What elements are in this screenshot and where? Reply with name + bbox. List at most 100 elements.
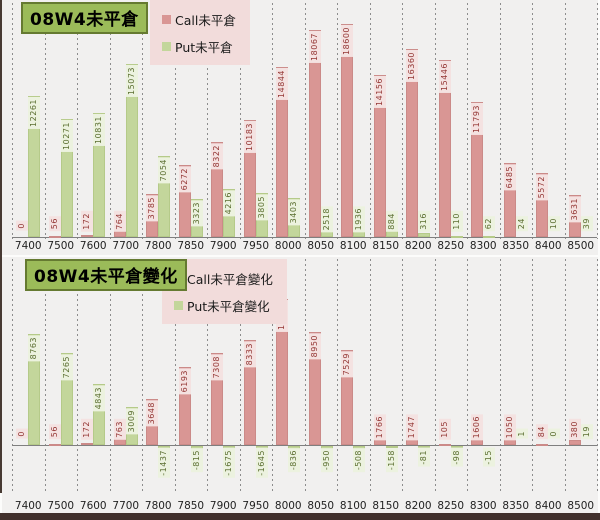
x-tick-label: 8400 xyxy=(534,500,562,512)
call-series-swatch-icon xyxy=(162,15,171,24)
bar-value-label: 2518 xyxy=(321,206,333,233)
x-tick-label: 7600 xyxy=(79,500,107,512)
bar-value-label: -15 xyxy=(483,448,495,467)
gridline xyxy=(532,259,533,493)
legend-item-call-change: Call未平倉變化 xyxy=(174,269,273,288)
gridline xyxy=(272,259,273,493)
call-bar xyxy=(439,444,451,446)
bar-value-label: 380 xyxy=(569,419,581,440)
x-tick-label: 7800 xyxy=(144,500,172,512)
bar-value-label: -815 xyxy=(191,448,203,473)
gridline xyxy=(565,259,566,493)
x-tick-label: 7700 xyxy=(112,500,140,512)
gridline xyxy=(597,3,598,239)
bar-value-label: 763 xyxy=(114,419,126,440)
bar-value-label: -950 xyxy=(321,448,333,473)
x-tick-label: 8350 xyxy=(502,240,530,252)
call-bar xyxy=(81,443,93,445)
bar-value-label: 14156 xyxy=(374,76,386,108)
put-bar xyxy=(418,446,430,448)
x-tick-label: 8000 xyxy=(274,500,302,512)
bar-value-label: -158 xyxy=(386,448,398,473)
x-axis-line xyxy=(12,445,597,446)
x-tick-label: 8200 xyxy=(404,240,432,252)
bar-value-label: 3785 xyxy=(146,195,158,222)
x-tick-label: 8200 xyxy=(404,500,432,512)
x-tick-label: 7950 xyxy=(242,500,270,512)
call-bar xyxy=(374,75,386,237)
legend-label: Call未平倉 xyxy=(175,13,236,28)
bar-value-label: 3805 xyxy=(256,194,268,221)
call-bar xyxy=(471,102,483,237)
bar-value-label: 6193 xyxy=(179,368,191,395)
gridline xyxy=(207,259,208,493)
x-tick-label: 8150 xyxy=(372,240,400,252)
bar-value-label: -1675 xyxy=(223,448,235,478)
bar-value-label: 0 xyxy=(16,429,28,439)
gridline xyxy=(435,3,436,239)
bar-value-label: 15446 xyxy=(439,61,451,93)
open-interest-change-chart: 08W4未平倉變化 Call未平倉變化 Put未平倉變化 0 56 172 763 36… xyxy=(2,257,598,513)
x-tick-label: 8250 xyxy=(437,500,465,512)
chart2-x-axis: 7400 7500 7600 7700 7800 7850 7900 7950 8000 8050… xyxy=(12,500,597,514)
gridline xyxy=(272,3,273,239)
put-series-swatch-icon xyxy=(162,42,171,51)
bar-value-label: 1766 xyxy=(374,414,386,441)
put-bar xyxy=(451,236,463,238)
bar-value-label: 10271 xyxy=(61,120,73,152)
x-tick-label: 7400 xyxy=(14,500,42,512)
x-axis-line xyxy=(12,237,597,238)
bar-value-label: 8950 xyxy=(309,333,321,360)
x-tick-label: 8100 xyxy=(339,500,367,512)
legend-item-put: Put未平倉 xyxy=(162,37,236,56)
gridline xyxy=(402,3,403,239)
bar-value-label: 56 xyxy=(49,216,61,232)
bar-value-label: 8763 xyxy=(28,335,40,362)
chart1-title: 08W4未平倉 xyxy=(21,2,148,34)
call-bar xyxy=(81,235,93,237)
window-bottom-edge xyxy=(0,513,600,520)
gridline xyxy=(110,3,111,239)
bar-value-label: 8333 xyxy=(244,341,256,368)
bar-value-label: 84 xyxy=(536,424,548,440)
put-change-series-swatch-icon xyxy=(174,301,183,310)
bar-value-label: -98 xyxy=(451,448,463,467)
call-bar xyxy=(49,236,61,238)
gridline xyxy=(435,259,436,493)
gridline xyxy=(500,3,501,239)
bar-value-label: 6272 xyxy=(179,166,191,193)
bar-value-label: 1936 xyxy=(353,206,365,233)
bar-value-label: 316 xyxy=(418,211,430,232)
bar-value-label: 56 xyxy=(49,424,61,440)
x-tick-label: 8350 xyxy=(502,500,530,512)
bar-value-label: -836 xyxy=(288,448,300,473)
x-tick-label: 8100 xyxy=(339,240,367,252)
bar-value-label: 7054 xyxy=(158,157,170,184)
x-tick-label: 8300 xyxy=(469,500,497,512)
bar-value-label: 0 xyxy=(548,429,560,439)
bar-value-label: -1437 xyxy=(158,448,170,478)
call-bar xyxy=(569,440,581,445)
bar-value-label: 1606 xyxy=(471,414,483,441)
bar-value-label: 15073 xyxy=(126,65,138,97)
call-bar xyxy=(406,49,418,237)
gridline xyxy=(45,3,46,239)
x-tick-label: 8500 xyxy=(567,500,595,512)
chart1-legend: Call未平倉 Put未平倉 xyxy=(150,0,250,65)
x-tick-label: 7850 xyxy=(177,240,205,252)
call-bar xyxy=(309,30,321,237)
bar-value-label: 10 xyxy=(548,216,560,232)
x-tick-label: 7500 xyxy=(47,500,75,512)
x-tick-label: 8150 xyxy=(372,500,400,512)
bar-value-label: 0 xyxy=(16,221,28,231)
gridline xyxy=(142,3,143,239)
put-bar xyxy=(418,233,430,237)
gridline xyxy=(12,259,13,493)
x-tick-label: 8250 xyxy=(437,240,465,252)
call-bar xyxy=(309,332,321,445)
x-tick-label: 8300 xyxy=(469,240,497,252)
bar-value-label: 10831 xyxy=(93,114,105,146)
bar-value-label: 1747 xyxy=(406,414,418,441)
gridline xyxy=(305,259,306,493)
bar-value-label: 764 xyxy=(114,211,126,232)
